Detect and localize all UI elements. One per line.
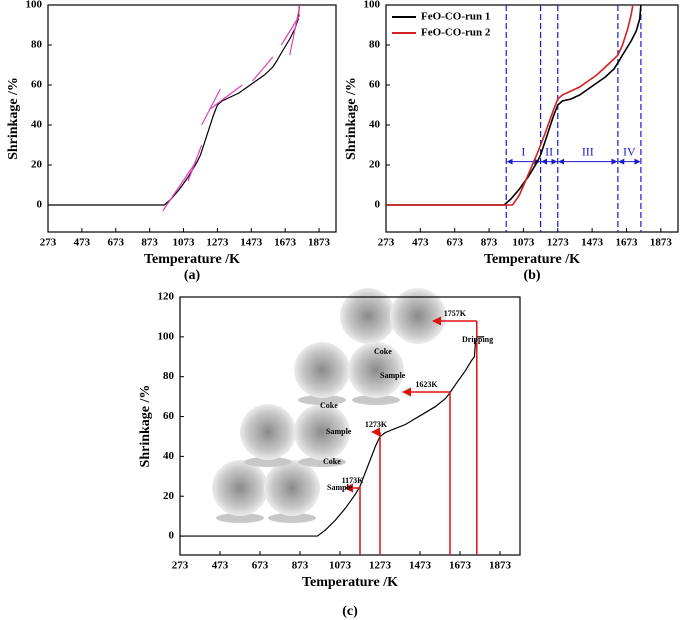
y-tick-label: 0 [375,199,381,211]
y-tick-label: 60 [31,79,43,91]
x-tick-label: 1273 [369,560,392,572]
x-tick-label: 1673 [274,237,297,249]
photos [212,288,446,523]
x-tick-label: 873 [141,237,158,249]
photo-label: Coke [323,457,341,466]
x-tick-label: 1673 [615,237,638,249]
series-line [209,84,243,110]
annotation-label: 1273K [365,420,388,429]
series-line [48,4,301,206]
y-tick-label: 80 [31,39,43,51]
x-axis-label: Temperature /K [144,252,240,267]
plot-frame [385,4,679,233]
series-line [252,56,274,82]
x-tick-label: 473 [212,560,229,572]
series-line [289,4,301,56]
y-tick-label: 60 [369,79,381,91]
x-tick-label: 1073 [329,560,352,572]
y-tick-label: 60 [163,410,175,422]
y-axis-label: Shrinkage /% [6,77,21,160]
series-line [386,4,634,206]
y-axis-label: Shrinkage /% [344,77,359,160]
x-tick-label: 1273 [206,237,229,249]
y-tick-label: 20 [369,159,381,171]
x-tick-label: 1873 [489,560,512,572]
y-tick-label: 80 [369,39,381,51]
region-label: II [545,144,553,158]
x-tick-label: 473 [412,237,429,249]
caption: (b) [523,268,540,283]
y-tick-label: 80 [163,370,175,382]
y-tick-label: 40 [163,450,175,462]
x-tick-label: 1473 [581,237,604,249]
y-axis-label: Shrinkage /% [138,385,153,468]
photo-label: Coke [320,401,338,410]
y-tick-label: 20 [163,490,175,502]
series-line [201,88,221,126]
x-tick-label: 873 [292,560,309,572]
plot-frame [179,296,521,556]
series-line [180,336,484,537]
y-tick-label: 40 [369,119,381,131]
photo-label: Sample [327,483,353,492]
x-tick-label: 1473 [240,237,263,249]
x-tick-label: 273 [378,237,395,249]
plot-frame [47,4,337,233]
x-tick-label: 673 [252,560,269,572]
x-tick-label: 273 [172,560,189,572]
x-tick-label: 1073 [512,237,535,249]
y-tick-label: 40 [31,119,43,131]
photo-label: Sample [380,371,406,380]
y-tick-label: 100 [26,0,43,11]
legend-label: FeO-CO-run 1 [421,11,490,23]
y-tick-label: 100 [158,330,175,342]
x-tick-label: 673 [108,237,125,249]
annotation-label: 1173K [342,476,365,485]
x-axis-label: Temperature /K [302,575,398,590]
caption: (c) [342,604,358,619]
photo-label: Dripping [462,335,493,344]
photo-label: Sample [326,427,352,436]
x-tick-label: 1873 [308,237,331,249]
region-label: III [582,144,594,158]
caption: (a) [184,268,201,283]
x-tick-label: 1873 [650,237,673,249]
x-tick-label: 273 [40,237,57,249]
x-tick-label: 873 [481,237,498,249]
y-tick-label: 0 [169,530,175,542]
x-tick-label: 473 [74,237,91,249]
x-tick-label: 1273 [547,237,570,249]
photo-label: Coke [374,347,392,356]
annotation-label: 1757K [444,309,467,318]
series-line [162,160,198,212]
region-label: I [521,144,525,158]
x-tick-label: 1473 [409,560,432,572]
y-tick-label: 20 [31,159,43,171]
x-tick-label: 1073 [173,237,196,249]
y-tick-label: 100 [364,0,381,11]
x-axis-label: Temperature /K [484,252,580,267]
x-tick-label: 673 [446,237,463,249]
annotation-label: 1623K [415,380,438,389]
x-tick-label: 1673 [449,560,472,572]
series-line [187,144,203,182]
y-tick-label: 120 [158,291,175,303]
legend-label: FeO-CO-run 2 [421,27,491,39]
region-label: IV [623,144,636,158]
y-tick-label: 0 [37,199,43,211]
